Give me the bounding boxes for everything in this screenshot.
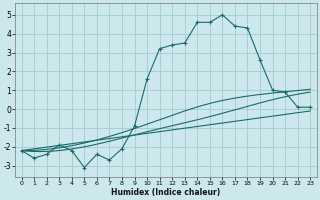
X-axis label: Humidex (Indice chaleur): Humidex (Indice chaleur)	[111, 188, 220, 197]
